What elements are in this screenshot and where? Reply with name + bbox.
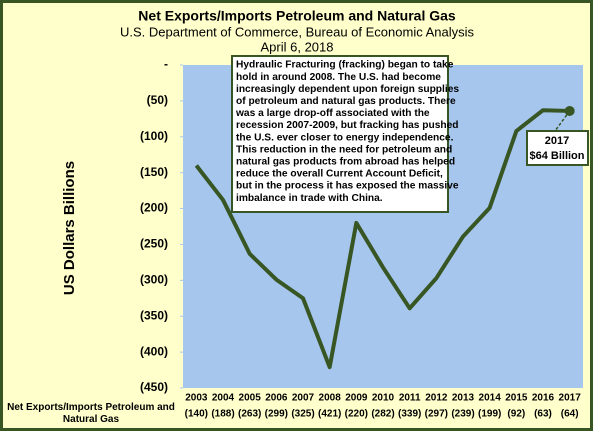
- x-tick-label: 2005: [239, 393, 262, 404]
- x-tick-label: 2012: [425, 393, 448, 404]
- annotation-text: recession 2007-2009, but fracking has pu…: [236, 120, 459, 131]
- y-tick-label: (150): [140, 165, 168, 179]
- callout-text: $64 Billion: [529, 150, 584, 162]
- annotation-text: of petroleum and natural gas products. T…: [236, 96, 456, 107]
- data-label: (199): [478, 409, 501, 420]
- x-tick-label: 2006: [265, 393, 288, 404]
- annotation-text: the U.S. ever closer to energy independe…: [236, 132, 454, 143]
- chart-title: Net Exports/Imports Petroleum and Natura…: [138, 8, 456, 24]
- annotation-text: Hydraulic Fracturing (fracking) began to…: [236, 60, 454, 71]
- annotation-text: natural gas products from abroad has hel…: [236, 156, 455, 167]
- y-tick-label: (250): [140, 237, 168, 251]
- annotation-text: imbalance in trade with China.: [236, 193, 383, 204]
- annotation-text: increasingly dependent upon foreign supp…: [236, 84, 459, 95]
- annotation-text: reduce the overall Current Account Defic…: [236, 169, 443, 180]
- x-tick-label: 2013: [452, 393, 475, 404]
- data-label: (92): [507, 409, 525, 420]
- data-label: (263): [238, 409, 261, 420]
- data-label: (325): [291, 409, 314, 420]
- y-tick-label: (300): [140, 273, 168, 287]
- line: [194, 108, 570, 370]
- callout-line: [554, 110, 571, 132]
- x-tick-label: 2003: [185, 393, 208, 404]
- data-label: (299): [265, 409, 288, 420]
- data-label: (421): [318, 409, 341, 420]
- data-label: (64): [561, 409, 579, 420]
- y-tick-label: (400): [140, 344, 168, 358]
- y-tick-label: (450): [140, 380, 168, 394]
- data-label: (239): [451, 409, 474, 420]
- callout-box: [526, 130, 589, 166]
- chart-date: April 6, 2018: [261, 39, 334, 54]
- x-tick-label: 2004: [212, 393, 235, 404]
- data-label: (140): [185, 409, 208, 420]
- chart-subtitle: U.S. Department of Commerce, Bureau of E…: [120, 24, 475, 39]
- x-tick-label: 2010: [372, 393, 395, 404]
- x-tick-label: 2015: [505, 393, 528, 404]
- y-tick-label: (100): [140, 129, 168, 143]
- x-tick-label: 2014: [479, 393, 502, 404]
- data-label: (63): [534, 409, 552, 420]
- annotation-text: was a large drop-off associated with the: [235, 108, 430, 119]
- data-label: (282): [371, 409, 394, 420]
- callout-text: 2017: [545, 135, 569, 147]
- x-tick-label: 2011: [399, 393, 421, 404]
- y-tick-label: (50): [147, 93, 168, 107]
- data-label: (188): [211, 409, 234, 420]
- annotation-text: hold in around 2008. The U.S. had become: [236, 72, 441, 83]
- x-tick-label: 2016: [532, 393, 555, 404]
- x-tick-label: 2009: [345, 393, 368, 404]
- annotation-text: This reduction in the need for petroleum…: [236, 144, 452, 155]
- y-tick-label: -: [164, 57, 168, 71]
- y-tick-label: (200): [140, 201, 168, 215]
- annotation-box: [231, 55, 449, 213]
- data-label: (339): [398, 409, 421, 420]
- x-tick-label: 2007: [292, 393, 315, 404]
- x-tick-label: 2017: [559, 393, 582, 404]
- y-axis-label: US Dollars Billions: [61, 161, 78, 295]
- x-tick-label: 2008: [319, 393, 342, 404]
- data-label: (220): [345, 409, 368, 420]
- y-tick-label: (350): [140, 308, 168, 322]
- annotation-text: but in the process it has exposed the ma…: [236, 181, 459, 192]
- legend-entry: Net Exports/Imports Petroleum and Natura…: [7, 402, 175, 425]
- data-label: (297): [425, 409, 448, 420]
